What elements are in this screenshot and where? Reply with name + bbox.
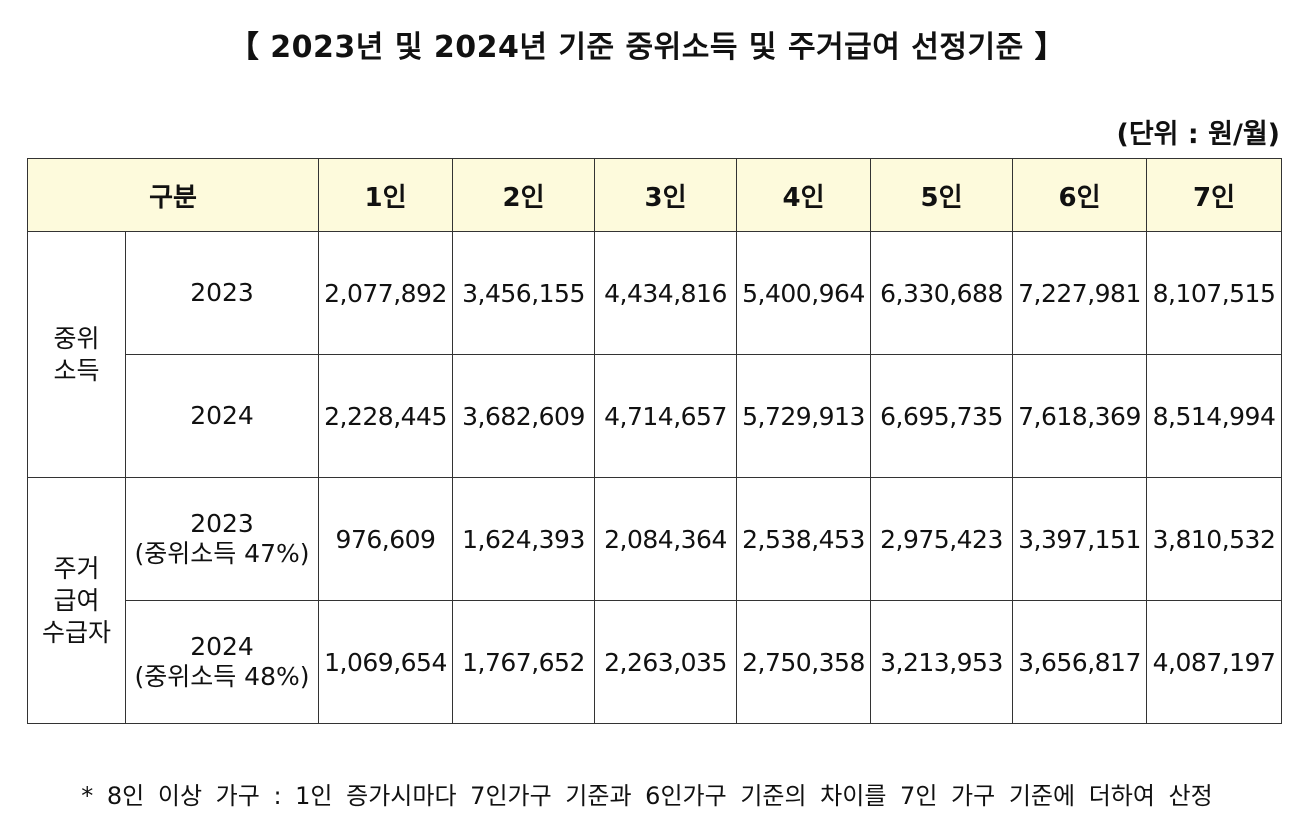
table-cell: 2,750,358: [736, 600, 871, 724]
group-housing-benefit: 주거 급여 수급자: [27, 477, 126, 724]
row-note: (중위소득 47%): [134, 539, 310, 568]
table-cell: 2,538,453: [736, 477, 871, 601]
table-cell: 3,456,155: [452, 231, 595, 355]
table-cell: 3,656,817: [1012, 600, 1147, 724]
table-cell: 4,434,816: [594, 231, 737, 355]
table-row: 주거 급여 수급자 2023 (중위소득 47%) 976,609 1,624,…: [27, 477, 1282, 724]
table-cell: 5,729,913: [736, 354, 871, 478]
group-median-income: 중위 소득: [27, 231, 126, 478]
row-year: 2024: [190, 632, 254, 661]
table-cell: 3,682,609: [452, 354, 595, 478]
row-year-note: 2023 (중위소득 47%): [125, 477, 319, 601]
table-cell: 5,400,964: [736, 231, 871, 355]
income-criteria-table: 구분 1인 2인 3인 4인 5인 6인 7인 중위 소득 2023 2,077…: [27, 158, 1282, 724]
table-cell: 8,514,994: [1146, 354, 1282, 478]
group-label-line: 중위: [53, 323, 100, 353]
table-cell: 7,618,369: [1012, 354, 1147, 478]
table-cell: 3,213,953: [870, 600, 1013, 724]
document-title: 【 2023년 및 2024년 기준 중위소득 및 주거급여 선정기준 】: [228, 30, 1066, 65]
group-label-line: 주거: [53, 553, 100, 583]
table-cell: 3,810,532: [1146, 477, 1282, 601]
row-note: (중위소득 48%): [134, 662, 310, 691]
table-cell: 1,767,652: [452, 600, 595, 724]
table-cell: 6,695,735: [870, 354, 1013, 478]
table-row: 2024 2,228,445 3,682,609 4,714,657 5,729…: [28, 354, 1282, 478]
table-cell: 1,624,393: [452, 477, 595, 601]
unit-note: (단위 : 원/월): [1116, 119, 1281, 150]
table-cell: 976,609: [318, 477, 453, 601]
table-cell: 6,330,688: [870, 231, 1013, 355]
table-cell: 1,069,654: [318, 600, 453, 724]
header-col-3: 3인: [594, 158, 737, 232]
table-cell: 2,263,035: [594, 600, 737, 724]
row-year: 2023: [190, 509, 254, 538]
table-cell: 2,084,364: [594, 477, 737, 601]
header-category: 구분: [27, 158, 319, 232]
row-year: 2024: [125, 354, 319, 478]
header-col-6: 6인: [1012, 158, 1147, 232]
row-year: 2023: [125, 231, 319, 355]
header-col-7: 7인: [1146, 158, 1282, 232]
header-col-5: 5인: [870, 158, 1013, 232]
footnote: * 8인 이상 가구 : 1인 증가시마다 7인가구 기준과 6인가구 기준의 …: [81, 782, 1213, 810]
table-cell: 7,227,981: [1012, 231, 1147, 355]
group-label-line: 급여: [53, 585, 100, 615]
table-row: 중위 소득 2023 2,077,892 3,456,155 4,434,816…: [27, 231, 1282, 478]
table-header-row: 구분 1인 2인 3인 4인 5인 6인 7인: [27, 158, 1282, 232]
header-col-1: 1인: [318, 158, 453, 232]
table-cell: 3,397,151: [1012, 477, 1147, 601]
table-cell: 2,228,445: [318, 354, 453, 478]
table-cell: 4,714,657: [594, 354, 737, 478]
table-cell: 2,077,892: [318, 231, 453, 355]
group-label-line: 수급자: [41, 617, 111, 647]
row-year-note: 2024 (중위소득 48%): [125, 600, 319, 724]
header-col-4: 4인: [736, 158, 871, 232]
header-col-2: 2인: [452, 158, 595, 232]
table-cell: 4,087,197: [1146, 600, 1282, 724]
table-row: 2024 (중위소득 48%) 1,069,654 1,767,652 2,26…: [28, 600, 1282, 724]
table-cell: 8,107,515: [1146, 231, 1282, 355]
group-label-line: 소득: [53, 355, 100, 385]
table-cell: 2,975,423: [870, 477, 1013, 601]
